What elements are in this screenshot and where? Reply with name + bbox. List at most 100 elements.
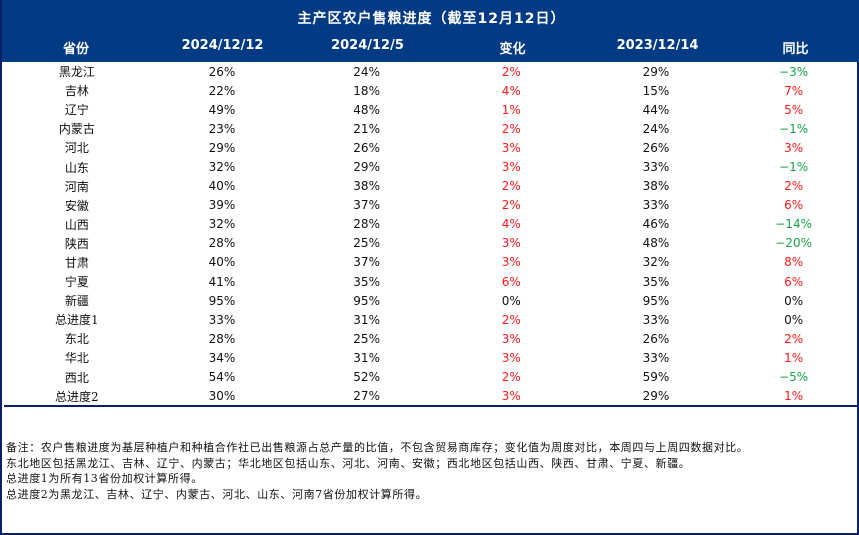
change-cell: 2%	[501, 312, 521, 327]
last-year-cell: 59%	[642, 370, 670, 385]
province-cell: 内蒙古	[58, 122, 95, 137]
current-cell: 49%	[208, 102, 236, 117]
table-row: 安徽 39% 37% 2% 33% 6%	[4, 196, 859, 215]
table-row: 吉林 22% 18% 4% 15% 7%	[4, 81, 859, 100]
last-year-cell: 15%	[642, 83, 670, 98]
province-cell: 华北	[64, 351, 89, 366]
table-row: 宁夏 41% 35% 6% 35% 6%	[4, 272, 859, 291]
change-cell: 2%	[501, 121, 521, 136]
table-row: 内蒙古 23% 21% 2% 24% −1%	[4, 119, 859, 138]
table-row: 新疆 95% 95% 0% 95% 0%	[4, 291, 859, 310]
yoy-cell: 6%	[784, 274, 804, 289]
note-line: 备注：农户售粮进度为基层种植户和种植合作社已出售粮源占总产量的比值，不包含贸易商…	[6, 441, 749, 454]
yoy-cell: 1%	[784, 389, 804, 404]
province-cell: 总进度2	[55, 389, 99, 404]
column-header-province: 省份	[62, 42, 89, 57]
column-header-change: 变化	[499, 42, 526, 57]
prev-week-cell: 37%	[353, 198, 380, 213]
province-cell: 西北	[64, 370, 89, 385]
change-cell: 3%	[501, 160, 521, 175]
table-row: 西北 54% 52% 2% 59% −5%	[4, 368, 859, 387]
notes-section: 备注：农户售粮进度为基层种植户和种植合作社已出售粮源占总产量的比值，不包含贸易商…	[6, 440, 858, 502]
current-cell: 40%	[208, 179, 236, 194]
table-row: 陕西 28% 25% 3% 48% −20%	[4, 234, 859, 253]
yoy-cell: −3%	[779, 64, 809, 79]
yoy-cell: 6%	[784, 198, 804, 213]
last-year-cell: 26%	[642, 331, 670, 346]
table-row: 总进度1 33% 31% 2% 33% 0%	[4, 310, 859, 329]
province-cell: 山西	[64, 217, 89, 232]
column-header-yoy: 同比	[782, 42, 809, 57]
change-cell: 3%	[501, 236, 521, 251]
province-cell: 安徽	[64, 198, 89, 213]
prev-week-cell: 31%	[353, 312, 380, 327]
yoy-cell: −14%	[775, 217, 812, 232]
yoy-cell: −5%	[779, 370, 809, 385]
yoy-cell: 0%	[784, 312, 804, 327]
yoy-cell: 1%	[784, 350, 804, 365]
table-body: 黑龙江 26% 24% 2% 29% −3% 吉林 22% 18% 4% 15% 7% 辽宁 49% 48%…	[4, 62, 859, 406]
province-cell: 黑龙江	[58, 65, 95, 80]
last-year-cell: 29%	[642, 389, 670, 404]
table-title: 主产区农户售粮进度（截至12月12日）	[297, 11, 566, 27]
prev-week-cell: 48%	[353, 102, 380, 117]
note-line: 总进度1为所有13省份加权计算所得。	[6, 472, 203, 485]
current-cell: 29%	[208, 140, 236, 155]
last-year-cell: 33%	[642, 160, 670, 175]
prev-week-cell: 26%	[353, 140, 380, 155]
column-header-last-year: 2023/12/14	[616, 38, 699, 53]
change-cell: 3%	[501, 140, 521, 155]
current-cell: 40%	[208, 255, 236, 270]
prev-week-cell: 31%	[353, 350, 380, 365]
table-row: 河北 29% 26% 3% 26% 3%	[4, 138, 859, 157]
last-year-cell: 24%	[642, 121, 670, 136]
prev-week-cell: 18%	[353, 83, 380, 98]
table-row: 东北 28% 25% 3% 26% 2%	[4, 329, 859, 348]
change-cell: 4%	[501, 217, 521, 232]
current-cell: 95%	[208, 293, 236, 308]
current-cell: 32%	[208, 160, 236, 175]
current-cell: 54%	[208, 370, 236, 385]
yoy-cell: −1%	[779, 160, 809, 175]
change-cell: 2%	[501, 198, 521, 213]
current-cell: 30%	[208, 389, 236, 404]
prev-week-cell: 25%	[353, 236, 380, 251]
current-cell: 39%	[208, 198, 236, 213]
last-year-cell: 33%	[642, 350, 670, 365]
change-cell: 2%	[501, 179, 521, 194]
province-cell: 陕西	[64, 236, 89, 251]
yoy-cell: 0%	[784, 293, 804, 308]
last-year-cell: 38%	[642, 179, 670, 194]
change-cell: 3%	[501, 331, 521, 346]
province-cell: 辽宁	[64, 103, 89, 118]
yoy-cell: 5%	[784, 102, 804, 117]
change-cell: 3%	[501, 255, 521, 270]
province-cell: 总进度1	[55, 313, 99, 328]
column-header-current: 2024/12/12	[181, 38, 264, 53]
change-cell: 3%	[501, 389, 521, 404]
province-cell: 新疆	[64, 294, 89, 309]
yoy-cell: 3%	[784, 140, 804, 155]
change-cell: 3%	[501, 350, 521, 365]
table-header: 主产区农户售粮进度（截至12月12日） 省份 2024/12/12 2024/1…	[2, 0, 859, 62]
change-cell: 6%	[501, 274, 521, 289]
table-row: 总进度2 30% 27% 3% 29% 1%	[4, 387, 859, 406]
yoy-cell: 8%	[784, 255, 804, 270]
prev-week-cell: 95%	[353, 293, 380, 308]
province-cell: 河南	[64, 179, 89, 194]
prev-week-cell: 29%	[353, 160, 380, 175]
province-cell: 山东	[64, 160, 89, 175]
current-cell: 32%	[208, 217, 236, 232]
table-row: 山东 32% 29% 3% 33% −1%	[4, 157, 859, 176]
last-year-cell: 48%	[642, 236, 670, 251]
table-divider	[4, 405, 859, 407]
prev-week-cell: 27%	[353, 389, 380, 404]
last-year-cell: 29%	[642, 64, 670, 79]
last-year-cell: 46%	[642, 217, 670, 232]
change-cell: 0%	[501, 293, 521, 308]
table-row: 华北 34% 31% 3% 33% 1%	[4, 348, 859, 367]
prev-week-cell: 21%	[353, 121, 380, 136]
last-year-cell: 95%	[642, 293, 670, 308]
province-cell: 宁夏	[64, 275, 89, 290]
current-cell: 23%	[208, 121, 236, 136]
